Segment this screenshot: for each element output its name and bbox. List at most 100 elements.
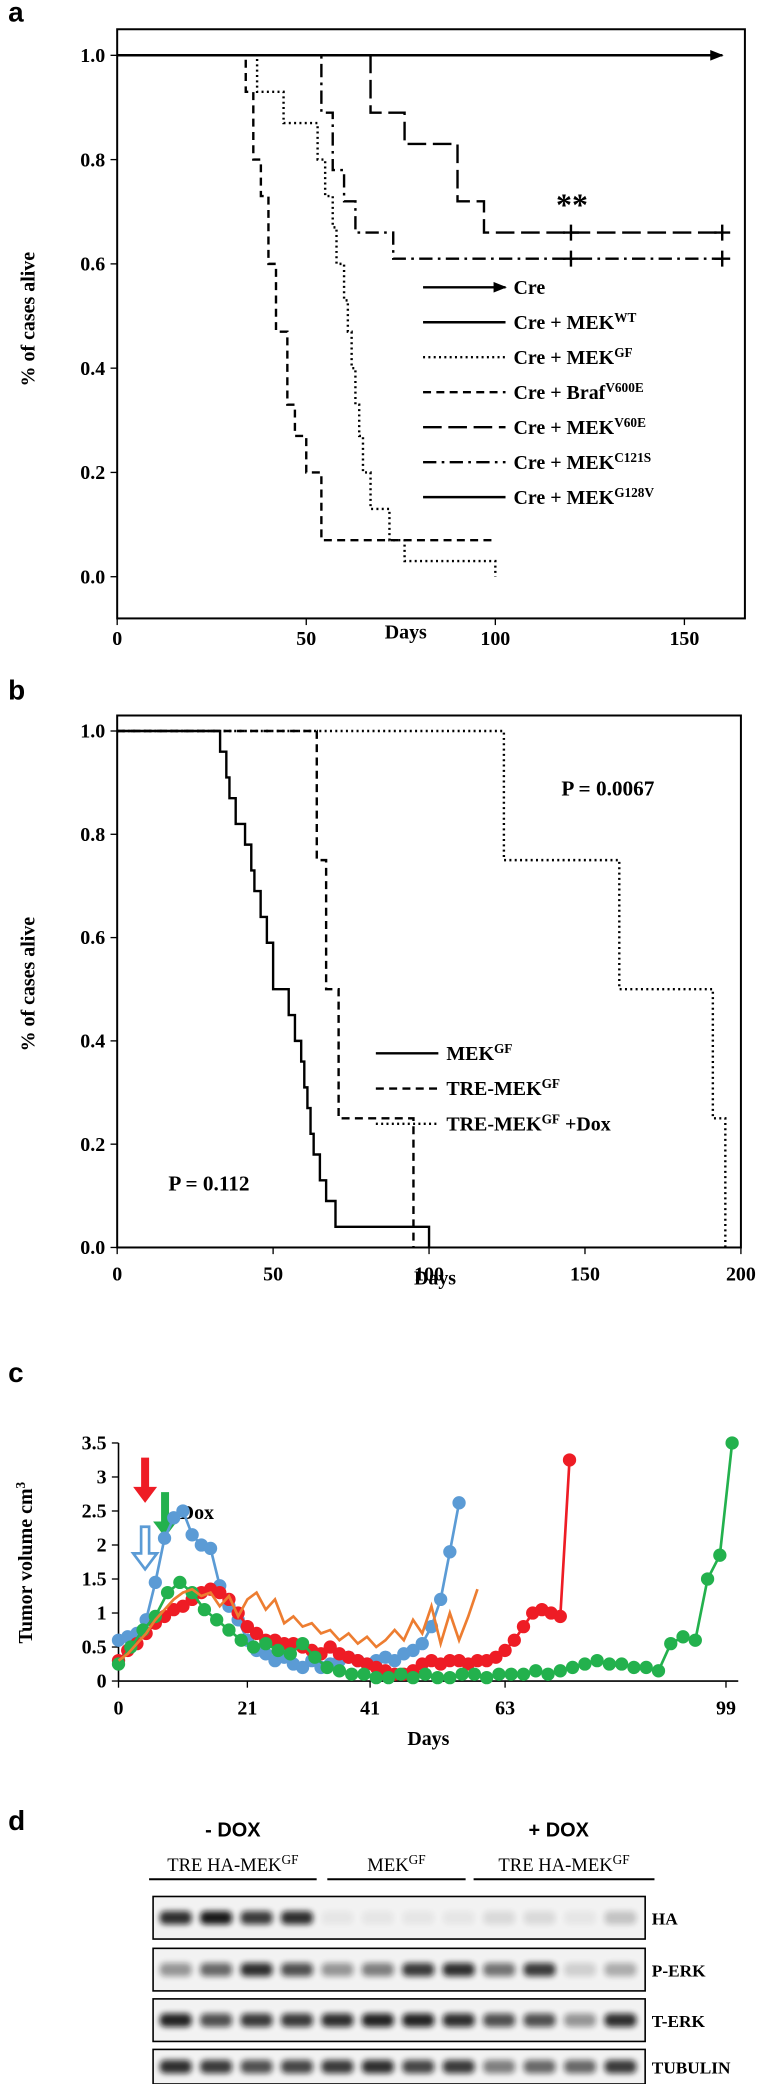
- blot-band: [402, 1962, 435, 1977]
- data-point: [308, 1650, 322, 1664]
- dox-arrow-red: [133, 1457, 158, 1503]
- data-point: [725, 1436, 739, 1450]
- x-tick-label: 50: [296, 628, 316, 650]
- x-tick-label: 100: [414, 1264, 444, 1286]
- data-point: [124, 1640, 138, 1654]
- y-tick-label: 1: [97, 1603, 107, 1625]
- blot-band: [361, 1962, 394, 1977]
- data-point: [443, 1653, 457, 1668]
- blot-band: [564, 2060, 596, 2074]
- row-label: T-ERK: [652, 2012, 706, 2031]
- blot-band: [402, 1911, 435, 1925]
- blot-band: [442, 1962, 475, 1977]
- blot-band: [604, 1911, 637, 1925]
- data-point: [713, 1548, 727, 1562]
- data-point: [332, 1664, 347, 1678]
- blot-band: [159, 1962, 192, 1977]
- data-point: [185, 1528, 199, 1542]
- data-point: [418, 1667, 432, 1681]
- data-point: [516, 1667, 531, 1681]
- blot-band: [200, 1911, 233, 1925]
- blot-band: [240, 1911, 273, 1925]
- y-tick-label: 0.8: [80, 149, 105, 171]
- data-point: [406, 1670, 420, 1685]
- blot-strip: [152, 1998, 646, 2043]
- blot-band: [564, 1911, 596, 1925]
- y-tick-label: 1.5: [82, 1569, 107, 1591]
- legend-name: TRE HA-MEK: [498, 1855, 613, 1876]
- data-point: [507, 1633, 521, 1647]
- data-point: [160, 1585, 175, 1600]
- data-point: [541, 1667, 555, 1681]
- legend-sup: GF: [282, 1852, 299, 1867]
- data-point: [700, 1572, 715, 1586]
- legend-label: Cre + MEKGF: [513, 344, 632, 369]
- data-point: [664, 1636, 678, 1651]
- data-point: [651, 1664, 666, 1678]
- censor-mark: [714, 224, 731, 241]
- x-tick-label: 0: [112, 628, 122, 650]
- blot-band: [442, 2013, 475, 2027]
- data-point: [430, 1670, 445, 1685]
- y-axis-title-text: Tumor volume cm: [15, 1488, 37, 1643]
- data-point: [394, 1667, 408, 1681]
- legend-label: Cre + BrafV600E: [513, 379, 643, 404]
- y-tick-label: 0: [97, 1671, 107, 1693]
- legend-name: Cre + MEK: [513, 312, 614, 334]
- blot-band: [483, 2060, 516, 2074]
- x-tick-label: 41: [360, 1697, 380, 1719]
- y-axis-title-sup: 3: [13, 1481, 28, 1488]
- data-point: [452, 1496, 466, 1510]
- data-point: [295, 1660, 310, 1675]
- data-point: [148, 1609, 162, 1624]
- data-point: [222, 1623, 236, 1637]
- blot-band: [200, 1962, 233, 1977]
- legend-name: TRE-MEK: [446, 1113, 542, 1135]
- data-point: [639, 1660, 653, 1675]
- data-point: [562, 1453, 577, 1467]
- data-point: [197, 1602, 212, 1617]
- x-tick-label: 50: [263, 1264, 283, 1286]
- blot-band: [564, 2013, 596, 2027]
- data-point: [249, 1626, 264, 1641]
- blot-band: [240, 2060, 273, 2074]
- blot-band: [442, 1911, 475, 1925]
- data-point: [259, 1636, 273, 1651]
- blot-band: [159, 2013, 192, 2027]
- y-tick-label: 0.0: [80, 1237, 105, 1259]
- y-tick-label: 0.2: [80, 462, 105, 484]
- panel-label: a: [8, 0, 24, 27]
- legend-label: Cre + MEKC121S: [513, 449, 651, 474]
- x-axis-title: Days: [385, 621, 427, 643]
- y-tick-label: 1.0: [80, 45, 105, 67]
- censor-mark: [714, 250, 731, 267]
- blot-strip: [152, 2048, 646, 2084]
- survival-curve: [117, 729, 431, 1248]
- data-point: [213, 1585, 227, 1600]
- data-point: [470, 1653, 485, 1668]
- y-tick-label: 2.5: [82, 1501, 107, 1523]
- y-axis-title: Tumor volume cm3: [13, 1481, 37, 1643]
- data-point: [259, 1647, 273, 1661]
- data-point: [498, 1643, 512, 1658]
- x-tick-label: 0: [112, 1264, 122, 1286]
- legend-name: Cre + Braf: [513, 382, 605, 404]
- legend-name: Cre + MEK: [513, 417, 614, 439]
- survival-curve: [117, 54, 496, 542]
- y-axis-title-text: % of cases alive: [18, 917, 40, 1052]
- legend-sup: WT: [614, 309, 636, 324]
- legend-name: Cre + MEK: [513, 347, 614, 369]
- blot-band: [442, 2060, 475, 2074]
- data-point: [283, 1647, 297, 1661]
- legend-label: Cre + MEKV60E: [513, 414, 646, 439]
- data-point: [602, 1657, 617, 1671]
- survival-curve: [117, 54, 723, 260]
- legend-sup: GF: [542, 1076, 560, 1091]
- y-tick-label: 3.5: [82, 1433, 107, 1455]
- legend-label: Cre: [513, 277, 545, 299]
- data-point: [387, 1653, 402, 1668]
- data-point: [415, 1636, 429, 1651]
- blot-band: [361, 1911, 394, 1925]
- legend-suffix: +Dox: [560, 1113, 611, 1135]
